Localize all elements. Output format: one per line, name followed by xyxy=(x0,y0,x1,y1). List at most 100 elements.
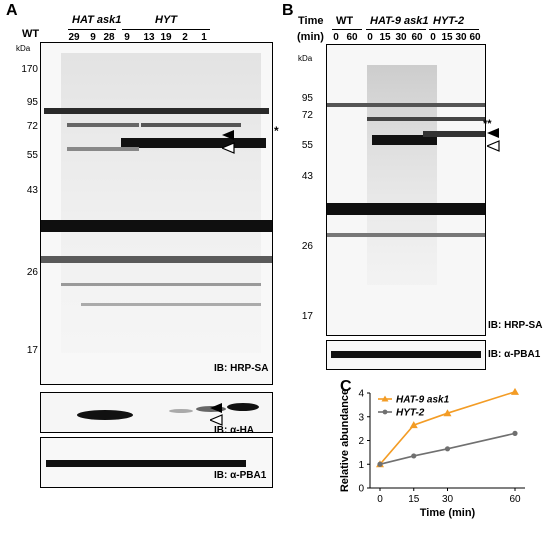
panel-b-main-blot-image xyxy=(327,45,485,335)
panel-a-group1-label: HAT ask1 xyxy=(72,14,122,26)
panel-a-main-blot xyxy=(40,42,273,385)
panel-b-time-label: Time xyxy=(298,15,324,27)
lane-label: 9 xyxy=(90,32,96,43)
legend-marker xyxy=(381,395,389,402)
mw-marker: 17 xyxy=(26,345,38,356)
x-tick-label: 30 xyxy=(442,494,454,505)
x-tick-label: 0 xyxy=(377,494,383,505)
panel-b-main-blot xyxy=(326,44,486,336)
lane-label: 2 xyxy=(182,32,188,43)
lane-label: 60 xyxy=(469,32,481,43)
panel-a-kda-label: kDa xyxy=(16,44,31,53)
panel-b-kda-label: kDa xyxy=(298,54,313,63)
panel-b-group2-label: HYT-2 xyxy=(433,15,465,27)
y-tick-label: 1 xyxy=(358,460,364,471)
data-point-circle xyxy=(377,461,383,467)
panel-a-ib-pba1: IB: α-PBA1 xyxy=(214,470,267,481)
y-tick-label: 3 xyxy=(358,412,364,423)
panel-b-asterisk: ** xyxy=(483,118,492,130)
x-tick-label: 60 xyxy=(509,494,521,505)
panel-a-pba1-blot xyxy=(40,437,273,488)
lane-label: 28 xyxy=(103,32,115,43)
filled-arrowhead-icon xyxy=(222,130,234,140)
y-tick-label: 2 xyxy=(358,436,364,447)
lane-label: 60 xyxy=(411,32,423,43)
lane-label: 30 xyxy=(455,32,467,43)
open-arrowhead-icon xyxy=(222,142,235,154)
lane-label: 0 xyxy=(430,32,436,43)
panel-b-arrowheads xyxy=(487,128,500,152)
x-axis-label: Time (min) xyxy=(420,507,476,519)
lane-label: 13 xyxy=(143,32,155,43)
panel-b-pba1-blot-image xyxy=(327,341,485,369)
panel-a-ib-ha: IB: α-HA xyxy=(214,425,255,436)
panel-a-arrowheads xyxy=(222,130,235,154)
lane-label: 60 xyxy=(346,32,358,43)
legend-marker xyxy=(382,409,388,415)
panel-b-ib-pba1: IB: α-PBA1 xyxy=(488,349,541,360)
open-arrowhead-icon xyxy=(210,414,223,426)
mw-marker: 95 xyxy=(26,97,38,108)
panel-b-ib-main: IB: HRP-SA xyxy=(488,320,543,331)
lane-label: 1 xyxy=(201,32,207,43)
filled-arrowhead-icon xyxy=(210,403,222,413)
panel-a-asterisk: * xyxy=(274,124,279,138)
mw-marker: 43 xyxy=(26,185,38,196)
panel-b-group1-line xyxy=(366,29,426,30)
legend-label: HYT-2 xyxy=(396,408,425,419)
panel-b-letter: B xyxy=(282,2,294,19)
x-tick-label: 15 xyxy=(408,494,420,505)
mw-marker: 55 xyxy=(301,140,313,151)
mw-marker: 43 xyxy=(301,171,313,182)
open-arrowhead-icon xyxy=(487,140,500,152)
panel-a-ha-blot-image xyxy=(41,393,272,432)
y-tick-label: 0 xyxy=(358,484,364,495)
data-point-circle xyxy=(444,446,451,452)
panel-c-letter: C xyxy=(340,378,352,395)
panel-a-ha-blot xyxy=(40,392,273,433)
lane-label: 15 xyxy=(441,32,453,43)
lane-label: 0 xyxy=(333,32,339,43)
mw-marker: 170 xyxy=(21,64,38,75)
panel-a-group2-label: HYT xyxy=(155,14,177,26)
y-axis-label: Relative abundance xyxy=(339,389,351,492)
panel-c-chart: 0 1 2 3 4 0 15 30 60 Time (min) Relative abundance… xyxy=(339,387,525,519)
data-point-circle xyxy=(411,453,417,459)
y-tick-label: 4 xyxy=(358,389,364,400)
panel-b-wt-line xyxy=(332,29,362,30)
series-line xyxy=(379,391,516,465)
data-point-triangle xyxy=(443,409,452,417)
panel-b-pba1-blot xyxy=(326,340,486,370)
mw-marker: 72 xyxy=(301,110,313,121)
lane-label: 9 xyxy=(124,32,130,43)
data-point-triangle xyxy=(409,421,418,429)
mw-marker: 26 xyxy=(301,241,313,252)
mw-marker: 72 xyxy=(26,121,38,132)
filled-arrowhead-icon xyxy=(487,128,499,138)
mw-marker: 17 xyxy=(301,311,313,322)
lane-label: 19 xyxy=(160,32,172,43)
panel-a-wt-label: WT xyxy=(22,28,40,40)
panel-b-group2-line xyxy=(429,29,479,30)
mw-marker: 95 xyxy=(301,93,313,104)
panel-b-group1-label: HAT-9 ask1 xyxy=(370,15,429,27)
panel-a-main-blot-image xyxy=(41,43,272,384)
panel-a-letter: A xyxy=(6,2,18,19)
lane-label: 30 xyxy=(395,32,407,43)
lane-label: 29 xyxy=(68,32,80,43)
panel-a-group1-line xyxy=(68,29,116,30)
panel-a-group2-line xyxy=(122,29,210,30)
mw-marker: 55 xyxy=(26,150,38,161)
panel-b-min-label: (min) xyxy=(297,31,324,43)
mw-marker: 26 xyxy=(26,267,38,278)
lane-label: 0 xyxy=(367,32,373,43)
series-line xyxy=(379,432,516,466)
data-point-triangle xyxy=(511,387,519,395)
data-point-circle xyxy=(512,430,518,436)
panel-b-wt-label: WT xyxy=(336,15,354,27)
lane-label: 15 xyxy=(379,32,391,43)
panel-a-ha-arrowheads xyxy=(210,403,223,426)
panel-a-pba1-blot-image xyxy=(41,438,272,487)
legend-label: HAT-9 ask1 xyxy=(396,395,450,406)
panel-a-ib-main: IB: HRP-SA xyxy=(214,363,269,374)
